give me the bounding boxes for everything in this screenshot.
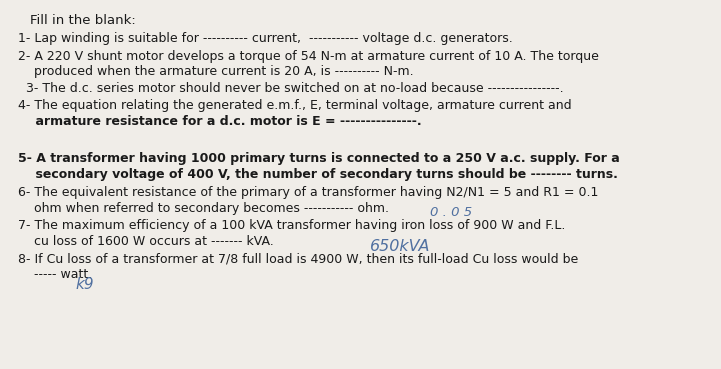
Text: 1- Lap winding is suitable for ---------- current,  ----------- voltage d.c. gen: 1- Lap winding is suitable for ---------…: [18, 32, 513, 45]
Text: 2- A 220 V shunt motor develops a torque of 54 N-m at armature current of 10 A. : 2- A 220 V shunt motor develops a torque…: [18, 50, 599, 63]
Text: 7- The maximum efficiency of a 100 kVA transformer having iron loss of 900 W and: 7- The maximum efficiency of a 100 kVA t…: [18, 219, 565, 232]
Text: Fill in the blank:: Fill in the blank:: [30, 14, 136, 27]
Text: ohm when referred to secondary becomes ----------- ohm.: ohm when referred to secondary becomes -…: [18, 202, 389, 215]
Text: 0 . 0 5: 0 . 0 5: [430, 206, 472, 219]
Text: k9: k9: [75, 277, 94, 292]
Text: 4- The equation relating the generated e.m.f., E, terminal voltage, armature cur: 4- The equation relating the generated e…: [18, 99, 572, 112]
Text: 5- A transformer having 1000 primary turns is connected to a 250 V a.c. supply. : 5- A transformer having 1000 primary tur…: [18, 152, 620, 165]
Text: produced when the armature current is 20 A, is ---------- N-m.: produced when the armature current is 20…: [18, 65, 414, 78]
Text: 650kVA: 650kVA: [370, 239, 430, 254]
Text: 8- If Cu loss of a transformer at 7/8 full load is 4900 W, then its full-load Cu: 8- If Cu loss of a transformer at 7/8 fu…: [18, 252, 578, 265]
Text: ----- watt.: ----- watt.: [18, 268, 92, 281]
Text: armature resistance for a d.c. motor is E = ---------------.: armature resistance for a d.c. motor is …: [18, 115, 422, 128]
Text: 3- The d.c. series motor should never be switched on at no-load because --------: 3- The d.c. series motor should never be…: [26, 82, 564, 95]
Text: secondary voltage of 400 V, the number of secondary turns should be -------- tur: secondary voltage of 400 V, the number o…: [18, 168, 618, 181]
Text: 6- The equivalent resistance of the primary of a transformer having N2/N1 = 5 an: 6- The equivalent resistance of the prim…: [18, 186, 598, 199]
Text: cu loss of 1600 W occurs at ------- kVA.: cu loss of 1600 W occurs at ------- kVA.: [18, 235, 274, 248]
